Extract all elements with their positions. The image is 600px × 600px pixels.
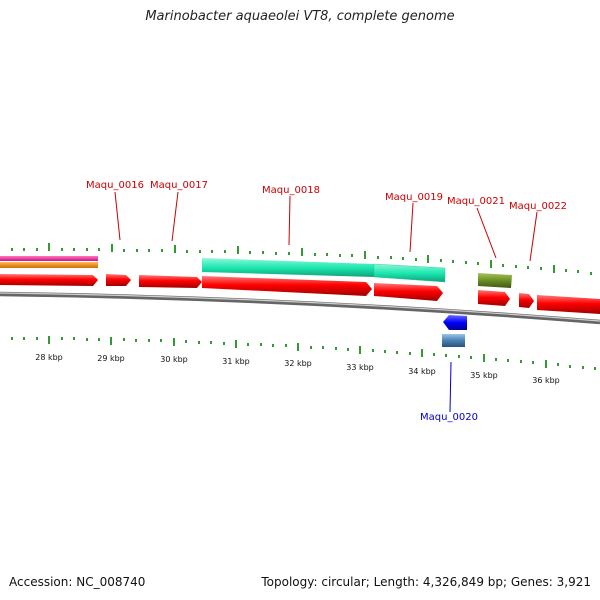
feature-bar-cyan-2[interactable] [373,263,446,283]
gene-label-maqu-0017[interactable]: Maqu_0017 [150,180,208,191]
backbone-highlight [0,292,600,322]
gene-bar-reverse[interactable] [442,334,465,347]
gene-label-maqu-0022[interactable]: Maqu_0022 [509,201,567,212]
backbone [0,291,600,325]
feature-bar-olive[interactable] [478,273,512,288]
feature-bar-magenta[interactable] [0,256,98,261]
tick-label-34: 34 kbp [408,367,436,376]
gene-labels: Maqu_0016 Maqu_0017 Maqu_0018 Maqu_0019 … [86,180,567,423]
tick-label-31: 31 kbp [222,357,250,366]
tick-label-33: 33 kbp [346,363,374,372]
axis-labels: 28 kbp 29 kbp 30 kbp 31 kbp 32 kbp 33 kb… [35,353,560,385]
lower-tick-track [11,336,596,370]
gene-label-maqu-0019[interactable]: Maqu_0019 [385,192,443,203]
upper-tick-track [11,243,592,275]
gene-arrow-maqu-0017[interactable] [139,275,202,288]
tick-label-32: 32 kbp [284,359,312,368]
gene-arrow-maqu-0021[interactable] [478,290,510,306]
feature-bar-orange[interactable] [0,262,98,268]
tick-label-29: 29 kbp [97,354,125,363]
tick-label-28: 28 kbp [35,353,63,362]
gene-arrow-maqu-0019[interactable] [374,283,443,301]
accession-text: Accession: NC_008740 [9,575,146,589]
gene-arrow-forward-0[interactable] [0,274,98,286]
gene-label-maqu-0016[interactable]: Maqu_0016 [86,180,144,191]
gene-arrow-maqu-0016[interactable] [106,274,131,286]
label-leaders [114,191,538,413]
gene-arrow-maqu-0022-a[interactable] [519,293,534,308]
tick-label-36: 36 kbp [532,376,560,385]
gene-arrow-maqu-0022[interactable] [537,295,600,314]
tick-label-30: 30 kbp [160,355,188,364]
feature-bar-cyan[interactable] [202,258,374,277]
gene-label-maqu-0018[interactable]: Maqu_0018 [262,185,320,196]
map-title: Marinobacter aquaeolei VT8, complete gen… [145,9,455,24]
gene-arrow-maqu-0020[interactable] [443,315,467,330]
gene-label-maqu-0020[interactable]: Maqu_0020 [420,412,478,423]
gene-label-maqu-0021[interactable]: Maqu_0021 [447,196,505,207]
genome-summary-text: Topology: circular; Length: 4,326,849 bp… [261,575,591,589]
gene-arrow-maqu-0018[interactable] [202,276,372,296]
tick-label-35: 35 kbp [470,371,498,380]
